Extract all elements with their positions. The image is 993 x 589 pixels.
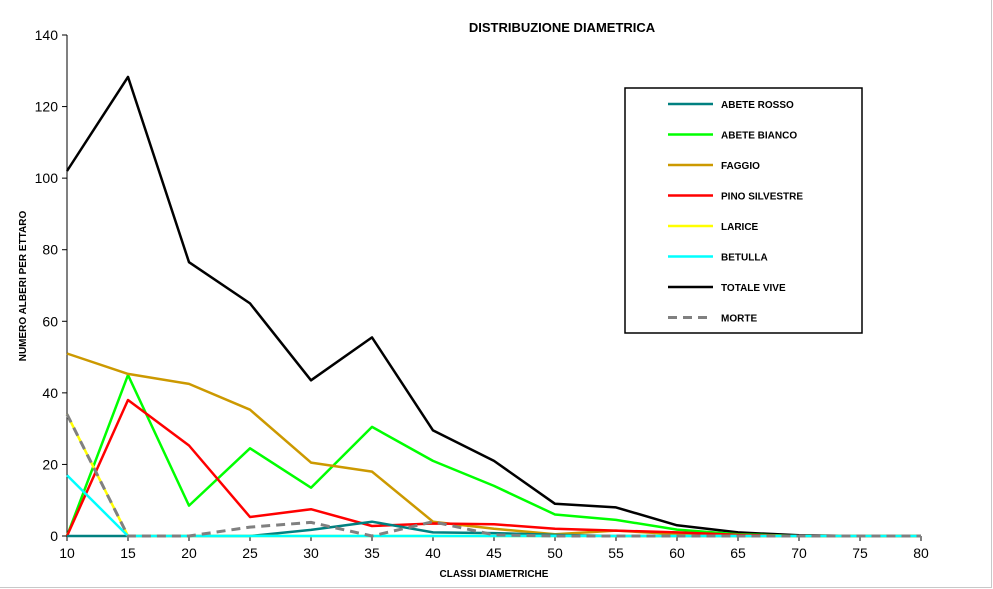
legend-label: BETULLA bbox=[721, 253, 768, 264]
x-tick-label: 35 bbox=[364, 545, 380, 561]
x-tick-label: 40 bbox=[425, 545, 441, 561]
series-line-larice bbox=[65, 413, 921, 538]
y-tick-label: 100 bbox=[35, 170, 59, 186]
x-tick-label: 80 bbox=[913, 545, 929, 561]
legend-label: MORTE bbox=[721, 314, 757, 325]
series-line-pino-silvestre bbox=[65, 398, 921, 538]
legend-label: PINO SILVESTRE bbox=[721, 192, 803, 203]
plot-area bbox=[65, 75, 921, 538]
x-tick-label: 15 bbox=[120, 545, 136, 561]
legend: ABETE ROSSO ABETE BIANCO FAGGIO PINO SILVES… bbox=[624, 87, 863, 334]
legend-label: TOTALE VIVE bbox=[721, 283, 786, 294]
x-tick-label: 75 bbox=[852, 545, 868, 561]
x-tick-label: 50 bbox=[547, 545, 563, 561]
x-tick-label: 10 bbox=[59, 545, 75, 561]
series-line-betulla bbox=[66, 474, 921, 538]
legend-box bbox=[624, 87, 863, 334]
x-tick-label: 55 bbox=[608, 545, 624, 561]
series-line-abete-bianco bbox=[65, 373, 921, 538]
legend-label: ABETE BIANCO bbox=[721, 131, 797, 142]
legend-label: ABETE ROSSO bbox=[721, 100, 794, 111]
y-tick-label: 120 bbox=[35, 99, 59, 115]
legend-label: LARICE bbox=[721, 222, 759, 233]
y-tick-label: 20 bbox=[42, 456, 58, 472]
y-tick-label: 80 bbox=[42, 242, 58, 258]
y-axis-label: NUMERO ALBERI PER ETTARO bbox=[18, 211, 29, 362]
legend-label: FAGGIO bbox=[721, 161, 760, 172]
y-tick-label: 0 bbox=[50, 528, 58, 544]
x-axis-label: CLASSI DIAMETRICHE bbox=[440, 569, 549, 580]
y-tick-label: 60 bbox=[42, 313, 58, 329]
x-tick-label: 45 bbox=[486, 545, 502, 561]
x-tick-label: 65 bbox=[730, 545, 746, 561]
x-tick-label: 30 bbox=[303, 545, 319, 561]
series-line-faggio bbox=[66, 352, 921, 538]
x-tick-label: 20 bbox=[181, 545, 197, 561]
x-tick-label: 70 bbox=[791, 545, 807, 561]
x-tick-label: 25 bbox=[242, 545, 258, 561]
chart-title: DISTRIBUZIONE DIAMETRICA bbox=[469, 20, 656, 35]
y-tick-label: 40 bbox=[42, 385, 58, 401]
series-line-morte bbox=[65, 413, 921, 538]
y-tick-label: 140 bbox=[35, 27, 59, 43]
x-tick-label: 60 bbox=[669, 545, 685, 561]
